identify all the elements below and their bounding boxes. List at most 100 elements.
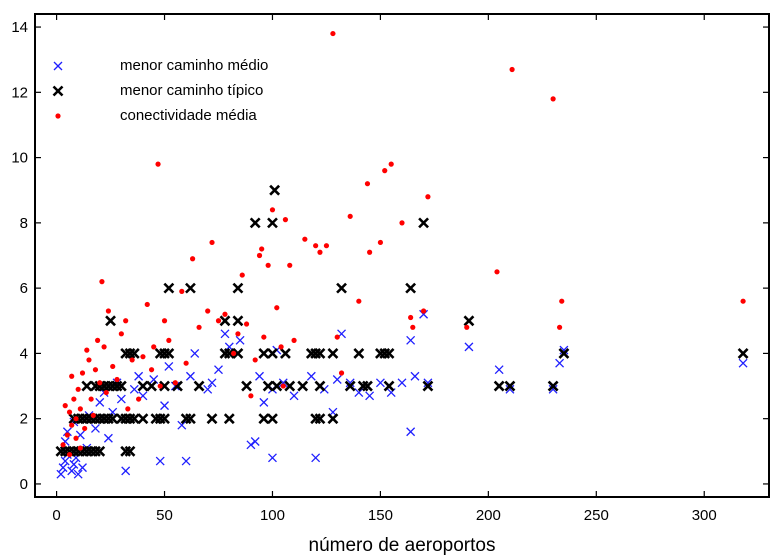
data-point bbox=[314, 347, 326, 359]
data-point bbox=[347, 213, 353, 219]
data-point bbox=[118, 331, 124, 337]
data-point bbox=[114, 376, 120, 383]
data-point bbox=[406, 427, 416, 437]
data-point bbox=[336, 282, 347, 294]
data-point bbox=[84, 347, 90, 353]
data-point bbox=[62, 403, 68, 409]
data-point bbox=[464, 324, 470, 330]
data-point bbox=[548, 384, 558, 394]
data-point bbox=[422, 380, 434, 392]
data-point bbox=[504, 380, 516, 392]
data-point bbox=[193, 380, 205, 392]
series-1 bbox=[55, 184, 749, 457]
data-point bbox=[137, 413, 149, 425]
data-point bbox=[287, 262, 293, 268]
data-point bbox=[148, 367, 155, 373]
legend-label-series-2: conectividade média bbox=[120, 107, 257, 124]
data-point bbox=[425, 194, 431, 200]
data-point bbox=[258, 347, 270, 359]
y-tick-label: 10 bbox=[11, 150, 28, 167]
data-point bbox=[219, 315, 231, 327]
y-tick-label: 14 bbox=[11, 19, 28, 36]
data-point bbox=[375, 378, 385, 388]
data-point bbox=[128, 347, 140, 359]
data-point bbox=[410, 371, 420, 381]
data-point bbox=[235, 335, 245, 345]
data-point bbox=[382, 168, 388, 174]
data-point bbox=[196, 324, 202, 330]
x-tick-label: 200 bbox=[476, 507, 501, 524]
data-point bbox=[241, 380, 252, 392]
data-point bbox=[231, 350, 237, 357]
data-point bbox=[317, 249, 323, 255]
legend: menor caminho médio menor caminho típico… bbox=[45, 48, 315, 136]
data-point bbox=[161, 318, 168, 324]
data-point bbox=[140, 354, 146, 360]
data-point bbox=[302, 236, 308, 242]
data-point bbox=[163, 282, 175, 294]
data-point bbox=[314, 380, 326, 392]
data-point bbox=[170, 381, 180, 391]
data-point bbox=[345, 378, 355, 388]
legend-label-series-0: menor caminho médio bbox=[120, 57, 268, 74]
data-point bbox=[344, 380, 356, 392]
data-point bbox=[268, 453, 277, 463]
data-point bbox=[159, 413, 170, 425]
data-point bbox=[124, 445, 136, 457]
data-point bbox=[166, 337, 172, 343]
data-point bbox=[267, 217, 278, 229]
data-point bbox=[205, 308, 211, 314]
data-point bbox=[505, 384, 515, 394]
data-point bbox=[88, 396, 94, 402]
data-point bbox=[66, 409, 73, 415]
data-point bbox=[262, 380, 274, 392]
data-point bbox=[73, 469, 83, 479]
data-point bbox=[232, 282, 244, 294]
data-point bbox=[261, 334, 267, 340]
data-point bbox=[190, 348, 200, 358]
data-point bbox=[269, 184, 281, 196]
data-point bbox=[289, 391, 299, 401]
data-point bbox=[362, 380, 373, 392]
data-point bbox=[185, 282, 196, 294]
data-point bbox=[82, 425, 88, 432]
series-2 bbox=[60, 30, 746, 458]
data-point bbox=[75, 386, 81, 392]
data-point bbox=[338, 370, 345, 376]
y-tick-label: 4 bbox=[20, 345, 28, 362]
data-point bbox=[94, 445, 106, 457]
data-point bbox=[223, 413, 235, 425]
data-point bbox=[137, 380, 149, 392]
data-point bbox=[282, 217, 289, 223]
data-point bbox=[463, 315, 475, 327]
data-point bbox=[252, 357, 258, 363]
data-point bbox=[297, 380, 309, 392]
y-tick-label: 8 bbox=[20, 215, 28, 232]
data-point bbox=[267, 347, 278, 359]
data-point bbox=[103, 389, 109, 396]
data-point bbox=[66, 451, 73, 458]
data-point bbox=[92, 367, 99, 373]
data-point bbox=[258, 413, 270, 425]
data-point bbox=[172, 380, 178, 386]
x-axis-title: número de aeroportos bbox=[309, 535, 496, 556]
data-point bbox=[232, 347, 244, 359]
data-point bbox=[99, 279, 105, 285]
data-point bbox=[97, 380, 103, 386]
data-point bbox=[311, 453, 321, 463]
data-point bbox=[323, 243, 330, 249]
data-point bbox=[206, 413, 218, 425]
data-point bbox=[559, 345, 569, 355]
x-tick-label: 150 bbox=[368, 507, 393, 524]
data-point bbox=[420, 308, 427, 314]
data-point bbox=[278, 344, 284, 350]
data-point bbox=[267, 413, 278, 425]
data-point bbox=[209, 239, 215, 246]
data-point bbox=[356, 298, 362, 304]
data-point bbox=[334, 334, 340, 340]
data-point bbox=[123, 318, 129, 324]
legend-box bbox=[45, 48, 315, 136]
data-point bbox=[418, 217, 430, 229]
legend-marker bbox=[53, 61, 63, 71]
data-point bbox=[740, 298, 746, 304]
